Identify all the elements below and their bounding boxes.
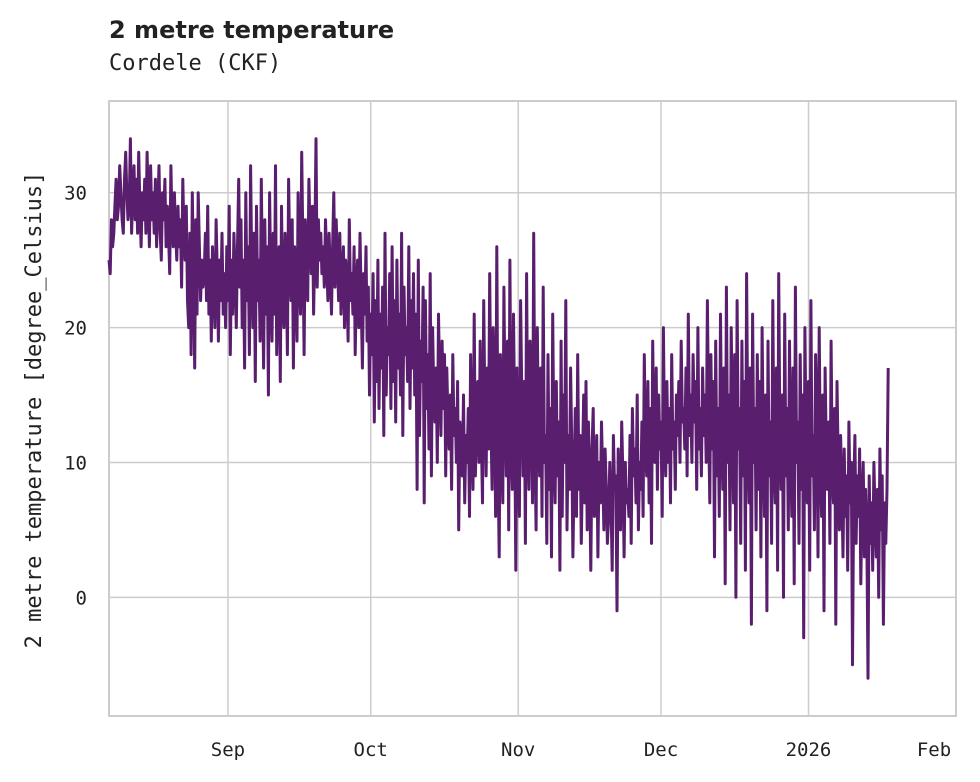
x-tick-label: Dec <box>644 739 678 761</box>
y-tick-label: 20 <box>64 318 87 340</box>
y-tick-label: 0 <box>76 587 87 609</box>
x-tick-label: Nov <box>501 739 535 761</box>
series-layer <box>107 137 890 680</box>
y-tick-labels: 0 10 20 30 <box>64 183 87 610</box>
y-axis-label: 2 metre temperature [degree_Celsius] <box>22 172 47 649</box>
temperature-series-line <box>107 137 890 680</box>
y-tick-label: 30 <box>64 183 87 205</box>
x-tick-labels: Sep Oct Nov Dec 2026 Feb <box>211 739 951 761</box>
x-tick-label: Feb <box>917 739 951 761</box>
chart-title: 2 metre temperature <box>109 16 395 44</box>
x-tick-label: 2026 <box>786 739 832 761</box>
x-tick-label: Oct <box>354 739 388 761</box>
y-tick-label: 10 <box>64 452 87 474</box>
x-tick-label: Sep <box>211 739 245 761</box>
plot-frame <box>108 100 957 717</box>
chart-subtitle: Cordele (CKF) <box>109 51 282 76</box>
